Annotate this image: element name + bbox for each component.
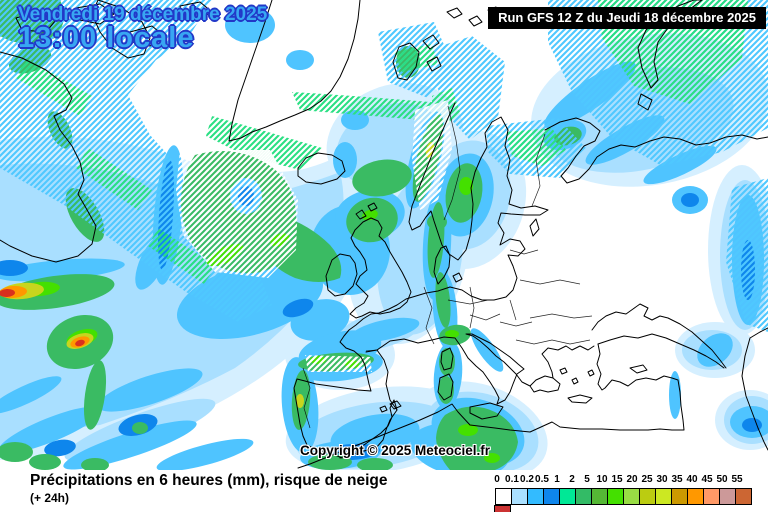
- precip-red-layer: [0, 288, 85, 347]
- legend-cell: [735, 488, 752, 505]
- valid-date-label: Vendredi 19 décembre 2025: [18, 4, 268, 25]
- legend-label: 0.2: [520, 474, 534, 485]
- legend-label: 2: [569, 474, 575, 485]
- coastlines: [0, 0, 768, 469]
- model-run-label: Run GFS 12 Z du Jeudi 18 décembre 2025: [488, 7, 766, 29]
- legend-cell: [591, 488, 608, 505]
- legend-label: 0: [494, 474, 500, 485]
- legend-cell: [527, 488, 544, 505]
- legend-cell: [671, 488, 688, 505]
- map-graphic: [0, 0, 768, 470]
- legend-cell: [559, 488, 576, 505]
- legend-label: 1: [554, 474, 560, 485]
- precipitation-legend: 0 0.1 0.2 0.5 1 2 5 10 15 20 25 30 35 40 45 50 55: [488, 474, 766, 512]
- legend-cell: [495, 488, 512, 505]
- map-caption: Précipitations en 6 heures (mm), risque …: [30, 472, 388, 489]
- legend-label: 35: [671, 474, 683, 485]
- legend-label: 0.1: [505, 474, 519, 485]
- legend-label: 45: [701, 474, 713, 485]
- forecast-map: Vendredi 19 décembre 2025 13:00 locale R…: [0, 0, 768, 470]
- legend-label: 55: [731, 474, 743, 485]
- legend-cell: [623, 488, 640, 505]
- legend-label: 50: [716, 474, 728, 485]
- country-borders: [302, 105, 593, 429]
- legend-label: 0.5: [535, 474, 549, 485]
- legend-label: 25: [641, 474, 653, 485]
- legend-labels: 0 0.1 0.2 0.5 1 2 5 10 15 20 25 30 35 40 45 50 55: [488, 474, 766, 486]
- valid-time-block: Vendredi 19 décembre 2025 13:00 locale: [18, 5, 267, 54]
- legend-cell: [719, 488, 736, 505]
- forecast-lead-time: (+ 24h): [30, 491, 70, 505]
- legend-cell: [494, 505, 511, 512]
- legend-cell: [575, 488, 592, 505]
- copyright-label: Copyright © 2025 Meteociel.fr: [300, 443, 490, 458]
- legend-label: 30: [656, 474, 668, 485]
- legend-cell: [639, 488, 656, 505]
- legend-cell: [655, 488, 672, 505]
- legend-cells: [494, 488, 766, 512]
- legend-label: 15: [611, 474, 623, 485]
- legend-cell: [607, 488, 624, 505]
- legend-cell: [543, 488, 560, 505]
- caption-band: Précipitations en 6 heures (mm), risque …: [0, 470, 768, 512]
- valid-time-label: 13:00 locale: [18, 22, 195, 55]
- legend-cell: [703, 488, 720, 505]
- legend-cell: [687, 488, 704, 505]
- legend-cell: [511, 488, 528, 505]
- legend-label: 5: [584, 474, 590, 485]
- legend-label: 40: [686, 474, 698, 485]
- legend-label: 20: [626, 474, 638, 485]
- legend-label: 10: [596, 474, 608, 485]
